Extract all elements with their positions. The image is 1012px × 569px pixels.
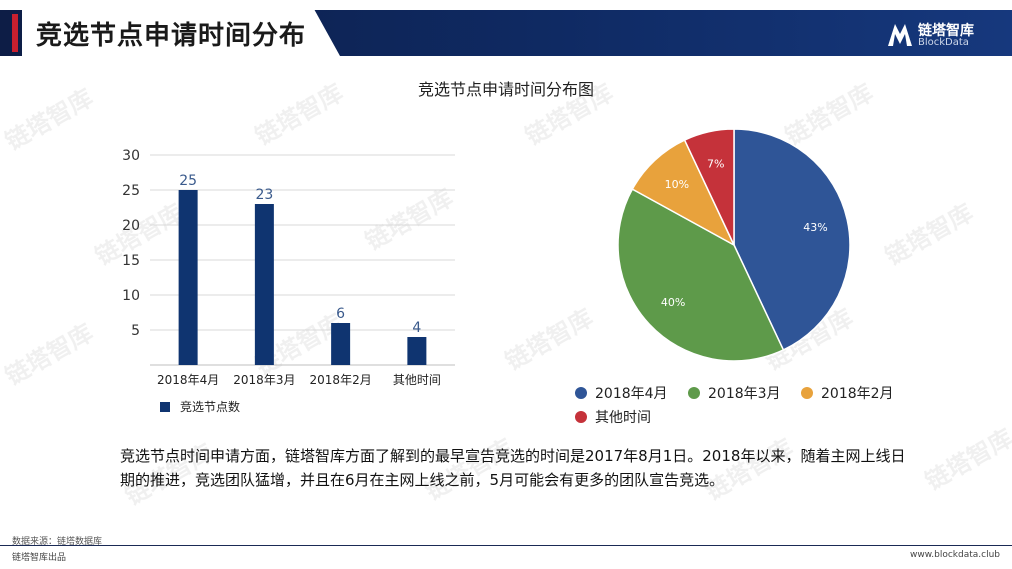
pie-legend-label: 2018年2月 xyxy=(821,386,894,402)
pie-legend-item: 2018年4月 xyxy=(575,382,668,404)
bar-legend: 竞选节点数 xyxy=(160,398,240,415)
pie-legend-label: 2018年3月 xyxy=(708,386,781,402)
footer-divider xyxy=(0,545,1012,546)
pie-slice-label: 43% xyxy=(803,221,827,234)
bar-legend-swatch xyxy=(160,401,170,412)
bar xyxy=(254,204,274,365)
pie-chart: 43% 40% 10% 7% xyxy=(617,128,851,362)
page-title: 竞选节点申请时间分布 xyxy=(36,21,307,51)
bar-legend-label: 竞选节点数 xyxy=(180,400,241,414)
pie-legend-dot xyxy=(575,387,587,399)
x-tick-label: 其他时间 xyxy=(393,373,441,387)
header-bar: 竞选节点申请时间分布 xyxy=(0,0,1012,60)
chart-title: 竞选节点申请时间分布图 xyxy=(417,80,594,99)
bar-data-label: 6 xyxy=(336,306,345,322)
pie-legend-label: 2018年4月 xyxy=(595,386,668,402)
logo-subtitle: BlockData xyxy=(918,37,969,48)
pie-legend-dot xyxy=(801,387,813,399)
bar-data-label: 23 xyxy=(255,187,273,203)
x-tick-label: 2018年2月 xyxy=(310,373,372,387)
bar-chart: 5 10 15 20 25 30 25 2018年4月 23 2018年3月 6 2018年2月 4 其他… xyxy=(122,148,455,387)
header-title-tab xyxy=(22,10,340,56)
logo-icon xyxy=(888,24,912,46)
watermark: 链塔智库 xyxy=(0,318,98,391)
footer-url: www.blockdata.club xyxy=(910,550,1000,560)
bar-data-label: 4 xyxy=(412,320,421,336)
brand-logo: 链塔智库 BlockData xyxy=(888,22,998,52)
pie-legend-item: 2018年2月 xyxy=(801,382,894,404)
data-source: 数据来源：链塔数据库 xyxy=(12,537,103,547)
y-tick-label: 10 xyxy=(122,288,140,304)
bar xyxy=(178,190,198,365)
y-tick-label: 25 xyxy=(122,183,140,199)
pie-slice xyxy=(733,128,851,351)
bar-data-label: 25 xyxy=(179,173,197,189)
pie-legend-item: 2018年3月 xyxy=(688,382,781,404)
description-text: 竞选节点时间申请方面，链塔智库方面了解到的最早宣告竞选的时间是2017年8月1日… xyxy=(120,447,906,489)
x-tick-label: 2018年4月 xyxy=(157,373,219,387)
watermark: 链塔智库 xyxy=(880,198,978,271)
pie-slice-label: 40% xyxy=(661,296,685,309)
y-tick-label: 5 xyxy=(131,323,140,339)
footer-credit: 链塔智库出品 xyxy=(12,553,67,563)
watermark: 链塔智库 xyxy=(920,423,1012,496)
pie-slice xyxy=(631,139,736,247)
pie-legend-label: 其他时间 xyxy=(595,410,651,426)
pie-legend-item: 其他时间 xyxy=(575,406,651,428)
logo-name: 链塔智库 xyxy=(918,23,974,39)
pie-slice xyxy=(683,128,735,246)
bar xyxy=(331,323,351,365)
bar xyxy=(407,337,427,365)
pie-legend-dot xyxy=(688,387,700,399)
y-tick-label: 30 xyxy=(122,148,140,164)
pie-slice xyxy=(617,188,785,362)
pie-slice-label: 10% xyxy=(665,178,689,191)
pie-legend-dot xyxy=(575,411,587,423)
watermark: 链塔智库 xyxy=(500,303,598,376)
y-tick-label: 20 xyxy=(122,218,140,234)
x-tick-label: 2018年3月 xyxy=(233,373,295,387)
pie-legend: 2018年4月 2018年3月 2018年2月 其他时间 xyxy=(575,382,995,428)
y-tick-label: 15 xyxy=(122,253,140,269)
pie-slice-label: 7% xyxy=(707,157,724,170)
header-accent xyxy=(12,14,18,52)
